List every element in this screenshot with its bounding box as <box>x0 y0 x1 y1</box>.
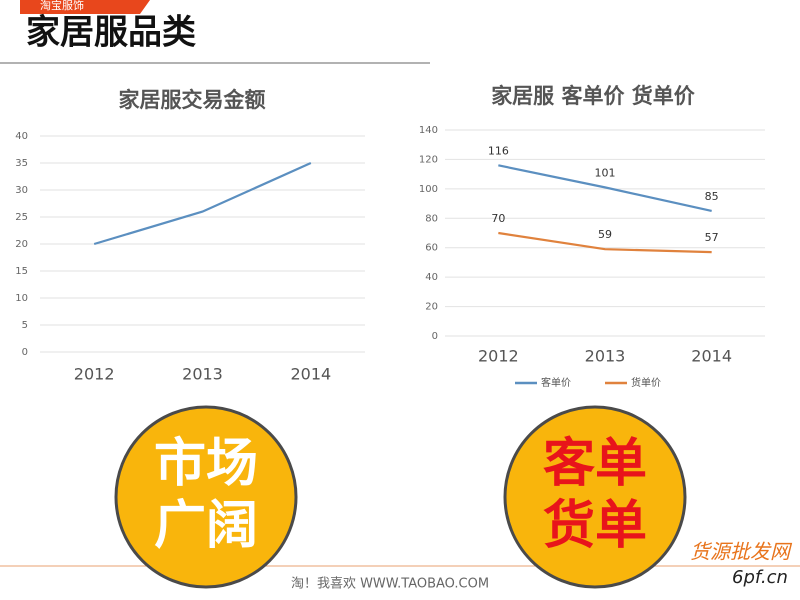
series-line <box>93 161 312 246</box>
y-tick-label: 10 <box>15 293 28 304</box>
badge-circle <box>114 405 298 589</box>
badge-text: 市场 <box>154 434 258 494</box>
legend-label: 货单价 <box>631 376 661 389</box>
header-title: 家居服品类 <box>26 13 196 53</box>
badge-text: 广阔 <box>154 496 258 556</box>
data-label: 70 <box>491 212 505 225</box>
data-label: 57 <box>705 231 719 244</box>
y-tick-label: 15 <box>15 266 28 277</box>
y-tick-label: 20 <box>15 239 28 250</box>
y-tick-label: 0 <box>22 347 28 358</box>
series-line <box>498 164 712 213</box>
y-tick-label: 80 <box>425 213 438 224</box>
y-tick-label: 100 <box>419 184 438 195</box>
y-tick-label: 5 <box>22 320 28 331</box>
watermark-name: 货源批发网 <box>690 540 793 564</box>
x-tick-label: 2014 <box>290 365 331 384</box>
y-tick-label: 35 <box>15 158 28 169</box>
y-tick-label: 120 <box>419 154 438 165</box>
y-tick-label: 25 <box>15 212 28 223</box>
x-tick-label: 2012 <box>74 365 115 384</box>
y-tick-label: 40 <box>15 131 28 142</box>
x-tick-label: 2012 <box>478 347 519 366</box>
legend-label: 客单价 <box>541 376 571 389</box>
y-tick-label: 0 <box>432 331 438 342</box>
data-label: 85 <box>705 190 719 203</box>
y-tick-label: 30 <box>15 185 28 196</box>
series-line <box>498 231 712 254</box>
data-label: 116 <box>488 144 509 157</box>
chart-title: 家居服 客单价 货单价 <box>491 84 696 108</box>
chart-title: 家居服交易金额 <box>119 88 266 112</box>
footer: 淘！我喜欢 WWW.TAOBAO.COM <box>291 577 489 592</box>
y-tick-label: 60 <box>425 243 438 254</box>
badge-text: 货单 <box>543 496 647 556</box>
y-tick-label: 20 <box>425 302 438 313</box>
y-tick-label: 40 <box>425 272 438 283</box>
badge-text: 客单 <box>543 434 647 494</box>
x-tick-label: 2013 <box>585 347 626 366</box>
x-tick-label: 2014 <box>691 347 732 366</box>
header-tag: 淘宝服饰 <box>40 0 84 12</box>
data-label: 59 <box>598 228 612 241</box>
watermark-site: 6pf.cn <box>732 567 788 588</box>
tag-bg <box>20 0 150 14</box>
badge-circle <box>503 405 687 589</box>
data-label: 101 <box>595 166 616 179</box>
y-tick-label: 140 <box>419 125 438 136</box>
x-tick-label: 2013 <box>182 365 223 384</box>
